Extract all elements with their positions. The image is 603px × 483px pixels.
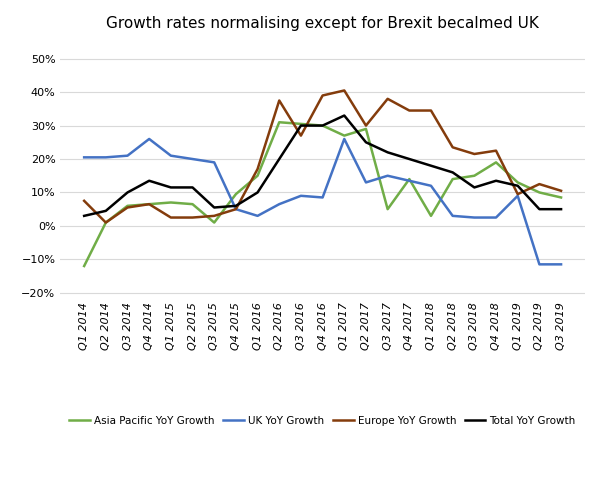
Europe YoY Growth [493,148,500,154]
Line: Total YoY Growth: Total YoY Growth [84,115,561,216]
Asia Pacific YoY Growth [167,199,174,205]
Total YoY Growth [428,163,435,169]
UK YoY Growth [276,201,283,207]
UK YoY Growth [167,153,174,158]
Total YoY Growth [493,178,500,184]
Asia Pacific YoY Growth [514,180,522,185]
Total YoY Growth [341,113,348,118]
Asia Pacific YoY Growth [341,133,348,139]
Europe YoY Growth [362,123,370,128]
Line: UK YoY Growth: UK YoY Growth [84,139,561,264]
UK YoY Growth [384,173,391,179]
Total YoY Growth [210,205,218,211]
Asia Pacific YoY Growth [232,191,239,197]
Title: Growth rates normalising except for Brexit becalmed UK: Growth rates normalising except for Brex… [106,15,539,30]
UK YoY Growth [449,213,456,219]
Asia Pacific YoY Growth [124,203,131,209]
Europe YoY Growth [297,133,305,139]
Europe YoY Growth [276,98,283,103]
Europe YoY Growth [536,181,543,187]
Europe YoY Growth [81,198,88,204]
UK YoY Growth [514,193,522,199]
Asia Pacific YoY Growth [428,213,435,219]
Total YoY Growth [362,140,370,145]
UK YoY Growth [557,261,564,267]
UK YoY Growth [254,213,261,219]
Europe YoY Growth [232,206,239,212]
Asia Pacific YoY Growth [254,173,261,179]
Asia Pacific YoY Growth [471,173,478,179]
UK YoY Growth [145,136,153,142]
UK YoY Growth [232,206,239,212]
Europe YoY Growth [167,214,174,220]
UK YoY Growth [406,178,413,184]
UK YoY Growth [341,136,348,142]
Asia Pacific YoY Growth [319,123,326,128]
Europe YoY Growth [102,220,109,226]
Total YoY Growth [124,189,131,195]
Asia Pacific YoY Growth [297,121,305,127]
Europe YoY Growth [471,151,478,157]
Total YoY Growth [449,170,456,175]
Total YoY Growth [254,189,261,195]
UK YoY Growth [189,156,196,162]
Europe YoY Growth [210,213,218,219]
Total YoY Growth [232,203,239,209]
Europe YoY Growth [124,205,131,211]
UK YoY Growth [428,183,435,189]
Legend: Asia Pacific YoY Growth, UK YoY Growth, Europe YoY Growth, Total YoY Growth: Asia Pacific YoY Growth, UK YoY Growth, … [65,412,580,430]
UK YoY Growth [319,195,326,200]
Line: Europe YoY Growth: Europe YoY Growth [84,90,561,223]
Asia Pacific YoY Growth [536,189,543,195]
Total YoY Growth [167,185,174,190]
Asia Pacific YoY Growth [384,206,391,212]
Total YoY Growth [102,208,109,214]
Asia Pacific YoY Growth [210,220,218,226]
Total YoY Growth [384,149,391,155]
Asia Pacific YoY Growth [493,159,500,165]
UK YoY Growth [362,180,370,185]
Asia Pacific YoY Growth [449,176,456,182]
Total YoY Growth [81,213,88,219]
UK YoY Growth [124,153,131,158]
Asia Pacific YoY Growth [145,201,153,207]
Asia Pacific YoY Growth [276,119,283,125]
Total YoY Growth [145,178,153,184]
Total YoY Growth [297,123,305,128]
Line: Asia Pacific YoY Growth: Asia Pacific YoY Growth [84,122,561,266]
Asia Pacific YoY Growth [102,220,109,226]
Asia Pacific YoY Growth [362,126,370,132]
Europe YoY Growth [189,214,196,220]
UK YoY Growth [81,155,88,160]
Total YoY Growth [319,123,326,128]
Total YoY Growth [514,183,522,189]
Europe YoY Growth [384,96,391,102]
Europe YoY Growth [449,144,456,150]
Asia Pacific YoY Growth [406,176,413,182]
UK YoY Growth [102,155,109,160]
UK YoY Growth [493,214,500,220]
UK YoY Growth [297,193,305,199]
Europe YoY Growth [254,166,261,172]
Total YoY Growth [406,156,413,162]
Europe YoY Growth [319,93,326,99]
Europe YoY Growth [145,201,153,207]
Europe YoY Growth [557,188,564,194]
Total YoY Growth [471,185,478,190]
UK YoY Growth [471,214,478,220]
Total YoY Growth [189,185,196,190]
Europe YoY Growth [514,191,522,197]
Total YoY Growth [557,206,564,212]
UK YoY Growth [536,261,543,267]
Asia Pacific YoY Growth [189,201,196,207]
Total YoY Growth [536,206,543,212]
Asia Pacific YoY Growth [81,263,88,269]
Europe YoY Growth [428,108,435,114]
Europe YoY Growth [341,87,348,93]
UK YoY Growth [210,159,218,165]
Asia Pacific YoY Growth [557,195,564,200]
Europe YoY Growth [406,108,413,114]
Total YoY Growth [276,156,283,162]
